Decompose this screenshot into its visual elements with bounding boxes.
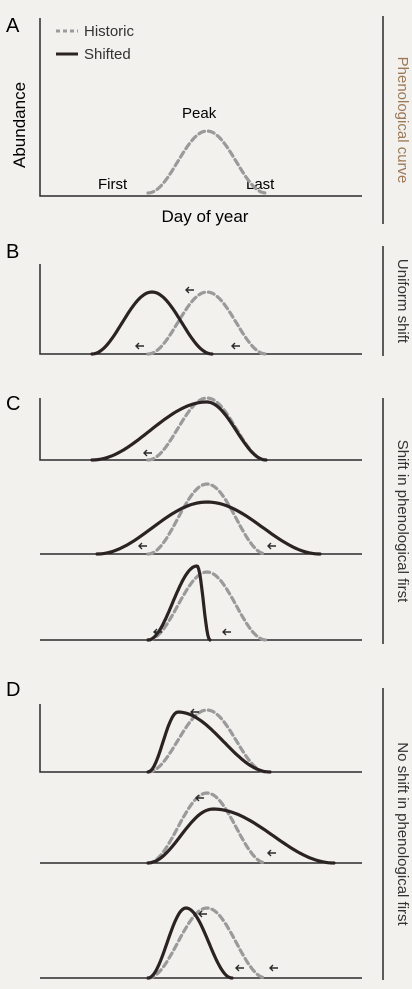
- annotation-first: First: [98, 176, 128, 193]
- panel-letter-b: B: [6, 241, 19, 263]
- panel-b-historic-curve: [146, 290, 268, 356]
- panel-d1-axes: [39, 704, 362, 773]
- panel-d2-arrow-last: [267, 849, 276, 857]
- side-label-d: No shift in phenological first: [394, 742, 411, 926]
- panel-a-axes: [39, 18, 362, 197]
- panel-c2-arrow-first: [138, 542, 147, 550]
- panel-c1-axes: [39, 398, 362, 461]
- panel-b-shifted-curve: [90, 290, 214, 356]
- panel-a-ylabel: Abundance: [10, 82, 29, 168]
- panel-letter-d: D: [6, 679, 20, 701]
- panel-c2-historic-curve: [146, 482, 268, 556]
- panel-a-historic-curve: [146, 129, 268, 195]
- panel-c3-historic-curve: [146, 570, 268, 642]
- panel-d1-historic-curve: [146, 708, 268, 774]
- panel-c2-shifted-curve: [95, 500, 322, 556]
- legend-shifted-label: Shifted: [84, 46, 131, 63]
- side-label-b: Uniform shift: [394, 259, 411, 344]
- legend-historic-label: Historic: [84, 23, 135, 40]
- panel-d3-shifted-curve: [146, 906, 234, 980]
- annotation-last: Last: [246, 176, 275, 193]
- panel-c3-arrow-last: [222, 628, 231, 636]
- annotation-peak: Peak: [182, 105, 217, 122]
- side-label-a: Phenological curve: [394, 57, 411, 184]
- panel-c1-shifted-curve: [90, 400, 268, 462]
- panel-d2-shifted-curve: [146, 807, 336, 865]
- panel-a-xlabel: Day of year: [162, 207, 249, 226]
- panel-d1-shifted-curve: [146, 710, 272, 774]
- panel-b-axes: [39, 264, 362, 355]
- side-label-c: Shift in phenological first: [394, 440, 411, 603]
- panel-letter-c: C: [6, 393, 20, 415]
- panel-d2-arrow-peak: [195, 794, 204, 802]
- panel-b-arrow-first: [135, 342, 144, 350]
- panel-d3-arrow-last: [269, 964, 278, 972]
- panel-d1-arrow-peak: [190, 708, 199, 716]
- panel-b-arrow-peak: [185, 286, 194, 294]
- panel-letter-a: A: [6, 15, 20, 37]
- panel-b-arrow-last: [231, 342, 240, 350]
- curves-layer: [39, 129, 362, 980]
- panel-d3-historic-curve: [146, 906, 268, 980]
- panel-c2-arrow-last: [267, 542, 276, 550]
- panel-d3-arrow-peak: [198, 910, 207, 918]
- panel-c1-arrow-first: [143, 449, 152, 457]
- panel-d3-arrow-last-shifted: [235, 964, 244, 972]
- panel-c1-historic-curve: [146, 396, 268, 462]
- panel-c3-arrow-first: [153, 628, 162, 636]
- panel-d2-historic-curve: [146, 791, 268, 865]
